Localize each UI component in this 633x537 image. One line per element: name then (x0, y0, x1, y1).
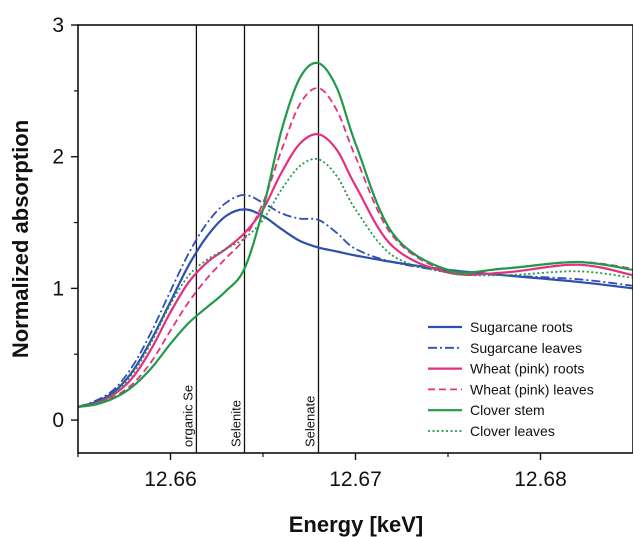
x-tick-label: 12.66 (144, 468, 197, 491)
y-tick-label: 0 (52, 409, 64, 432)
reference-line-label: Selenate (303, 396, 318, 447)
y-tick-label: 3 (52, 14, 64, 37)
legend-label-4: Wheat (pink) leaves (470, 381, 594, 397)
x-tick-label: 12.68 (514, 468, 567, 491)
series-line-4 (77, 87, 633, 408)
legend-label-3: Wheat (pink) roots (470, 361, 584, 377)
x-axis-title: Energy [keV] (289, 512, 424, 537)
x-tick-label: 12.67 (329, 468, 382, 491)
y-tick-label: 2 (52, 146, 64, 169)
series-line-5 (77, 61, 633, 408)
legend: Sugarcane roots Sugarcane leaves Wheat (pi… (428, 319, 594, 439)
series-line-1 (77, 208, 633, 408)
reference-line-label: organic Se (180, 385, 195, 447)
legend-label-1: Sugarcane roots (470, 319, 573, 335)
y-tick-label: 1 (52, 277, 64, 300)
legend-label-2: Sugarcane leaves (470, 340, 582, 356)
reference-line-label: Selenite (229, 400, 244, 447)
y-axis-title: Normalized absorption (8, 120, 33, 358)
legend-label-6: Clover leaves (470, 423, 555, 439)
series-line-6 (77, 157, 633, 408)
legend-label-5: Clover stem (470, 402, 545, 418)
